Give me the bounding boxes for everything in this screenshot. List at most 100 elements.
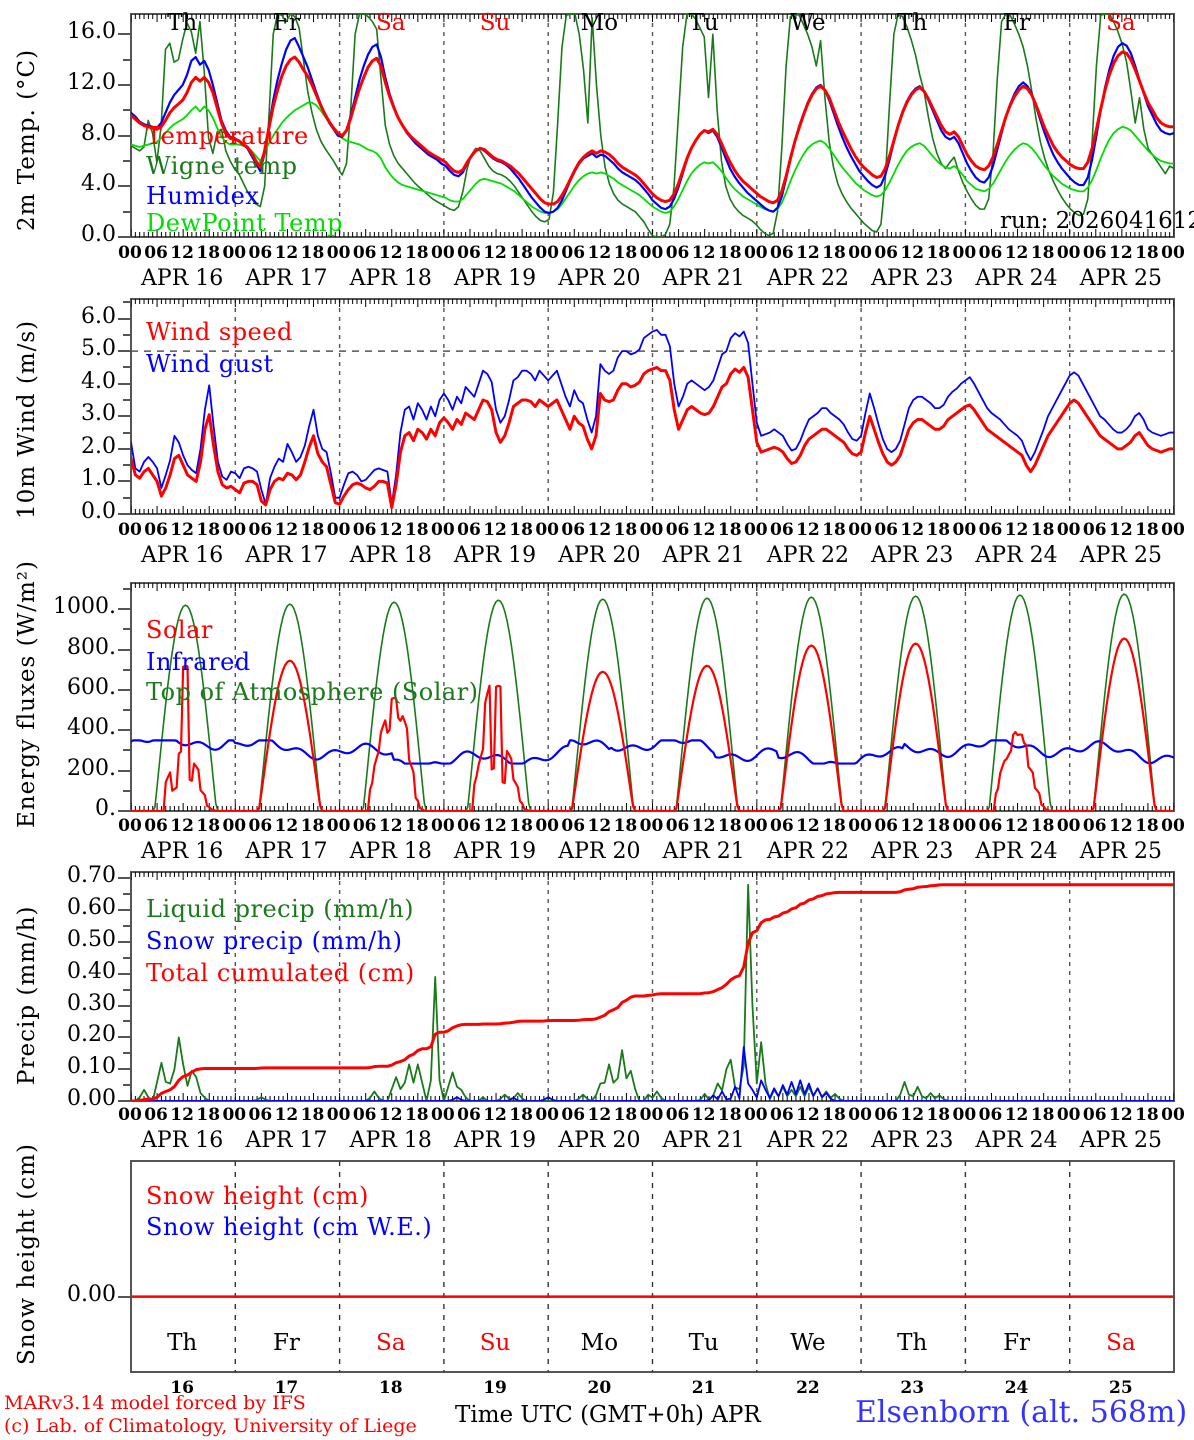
xtick-day: APR 20 (558, 543, 641, 568)
ytick-minor (123, 749, 130, 752)
xtick-hour: 12 (170, 520, 194, 540)
xtick-hour: 12 (1004, 816, 1029, 836)
xtick-hour: 18 (717, 816, 742, 836)
ytick-label: 0.20 (67, 1022, 116, 1048)
xtick-daynumber: 24 (1004, 1378, 1029, 1398)
xtick-day: APR 22 (766, 1128, 850, 1153)
ytick-label: 0.40 (67, 958, 116, 984)
weekday-label: Sa (1106, 10, 1136, 36)
ytick-mark (118, 769, 130, 772)
legend-solar: Solar (146, 616, 213, 644)
xtick-hour: 06 (352, 816, 377, 836)
xtick-hour: 12 (170, 243, 194, 263)
ytick-label: 8.0 (81, 120, 116, 146)
panel-energy-plot (131, 583, 1174, 811)
xtick-hour: 00 (848, 520, 872, 540)
xtick-day: APR 20 (558, 1128, 641, 1153)
ytick-minor (123, 956, 130, 959)
ytick-mark (118, 236, 130, 238)
ytick-minor (123, 925, 130, 928)
xtick-daynumber: 23 (900, 1378, 925, 1398)
xtick-hour: 12 (1109, 243, 1133, 263)
ytick-minor (123, 301, 130, 304)
xtick-hour: 12 (900, 1105, 925, 1125)
xtick-hour: 12 (1004, 1105, 1029, 1125)
xtick-day: APR 20 (558, 839, 641, 864)
xtick-daynumber: 18 (378, 1378, 403, 1398)
xtick-hour: 06 (1082, 1105, 1107, 1125)
xtick-hour: 00 (431, 520, 455, 540)
weekday-label: Sa (1106, 1330, 1136, 1356)
ytick-minor (123, 1052, 130, 1055)
xtick-hour: 06 (457, 816, 481, 836)
xtick-hour: 00 (952, 520, 977, 540)
xtick-hour: 00 (952, 1105, 977, 1125)
xtick-hour: 00 (952, 243, 977, 263)
ytick-mark (118, 1100, 130, 1102)
ytick-minor (123, 431, 130, 434)
xtick-hour: 00 (535, 816, 560, 836)
xtick-hour: 00 (848, 816, 872, 836)
xtick-hour: 06 (561, 520, 586, 540)
xtick-hour: 00 (1056, 816, 1081, 836)
xtick-hour: 06 (144, 816, 168, 836)
xtick-hour: 00 (639, 520, 664, 540)
ytick-minor (123, 628, 130, 631)
panel-temperature-ylabel: 2m Temp. (°C) (14, 48, 40, 231)
xtick-hour: 18 (1135, 243, 1159, 263)
xtick-hour: 00 (222, 1105, 247, 1125)
ytick-label: 6.0 (81, 303, 116, 329)
xtick-hour: 06 (978, 520, 1003, 540)
site-label: Elsenborn (alt. 568m) (855, 1395, 1188, 1430)
xtick-day: APR 22 (766, 839, 850, 864)
ytick-mark (118, 83, 130, 86)
footer-copyright: (c) Lab. of Climatology, University of L… (4, 1415, 417, 1437)
xtick-hour: 00 (431, 243, 455, 263)
xtick-hour: 12 (274, 816, 299, 836)
panel-wind-ylabel: 10m Wind (m/s) (14, 319, 40, 519)
xtick-day: APR 19 (453, 266, 537, 291)
xtick-hour: 12 (274, 520, 299, 540)
xtick-hour: 00 (1056, 520, 1081, 540)
xtick-daynumber: 16 (170, 1378, 194, 1398)
panel-wind-plot (131, 299, 1174, 514)
legend-snow-height-we: Snow height (cm W.E.) (146, 1213, 433, 1241)
xtick-hour: 12 (483, 520, 507, 540)
legend-wind-speed: Wind speed (146, 318, 293, 346)
xtick-hour: 06 (144, 1105, 168, 1125)
xtick-hour: 18 (613, 1105, 638, 1125)
xtick-hour: 12 (1004, 243, 1029, 263)
xtick-hour: 18 (822, 243, 846, 263)
ytick-minor (123, 588, 130, 591)
legend-toa: Top of Atmosphere (Solar) (146, 678, 479, 706)
xtick-hour: 06 (874, 1105, 898, 1125)
ytick-mark (118, 317, 130, 320)
xtick-hour: 18 (613, 520, 638, 540)
xtick-hour: 18 (196, 1105, 221, 1125)
xtick-hour: 06 (874, 816, 898, 836)
xtick-hour: 18 (196, 520, 221, 540)
xtick-hour: 06 (144, 520, 168, 540)
xtick-hour: 12 (378, 1105, 403, 1125)
xtick-hour: 00 (743, 243, 768, 263)
xtick-hour: 18 (822, 816, 846, 836)
ytick-minor (123, 496, 130, 499)
xtick-hour: 06 (1082, 520, 1107, 540)
xtick-hour: 18 (1030, 243, 1055, 263)
xtick-hour: 12 (587, 1105, 612, 1125)
weekday-label: Fr (1003, 10, 1031, 36)
xtick-hour: 12 (483, 243, 507, 263)
xtick-day: APR 19 (453, 1128, 537, 1153)
xtick-hour: 12 (378, 816, 403, 836)
ytick-mark (118, 972, 130, 975)
xtick-day: APR 17 (245, 1128, 328, 1153)
xtick-hour: 18 (926, 1105, 951, 1125)
ytick-minor (123, 893, 130, 896)
panel-precip-ylabel: Precip (mm/h) (14, 905, 40, 1085)
xtick-hour: 18 (404, 520, 429, 540)
panel-energy: Energy fluxes (W/m²) 0. 200. 400. 600. 800. 1… (0, 560, 1194, 864)
ytick-mark (118, 350, 130, 353)
xtick-hour: 18 (509, 816, 533, 836)
ytick-mark (118, 688, 130, 691)
xtick-hour: 18 (717, 1105, 742, 1125)
